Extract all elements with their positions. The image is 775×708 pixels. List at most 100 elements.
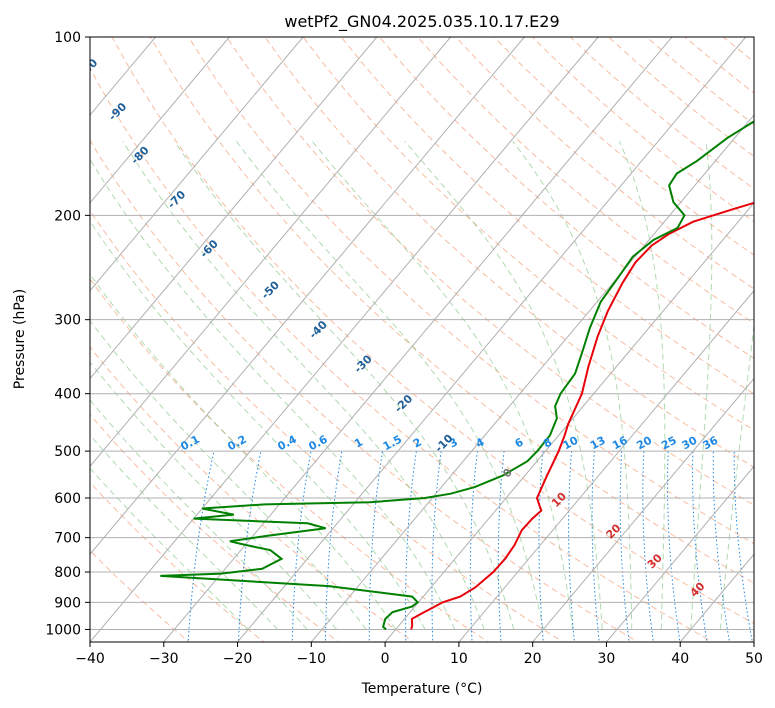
- isotherm-line: [237, 37, 747, 642]
- mixing-ratio-line: [469, 451, 478, 642]
- x-tick-label: 50: [745, 651, 763, 667]
- mixing-ratio-line: [692, 451, 708, 642]
- y-tick-label: 600: [54, 491, 81, 507]
- plot-background-lines: [0, 10, 775, 645]
- mixing-ratio-line: [568, 451, 575, 642]
- mixing-ratio-line: [619, 451, 630, 642]
- moist-adiabat-line: [173, 141, 515, 630]
- isotherm-line: [90, 37, 304, 292]
- dry-adiabat-label: -30: [352, 352, 375, 375]
- mixing-ratio-line: [497, 451, 505, 642]
- moist-adiabat-line: [122, 141, 485, 630]
- isotherm-line: [606, 465, 754, 642]
- dry-adiabat-label: -100: [72, 56, 101, 85]
- isotherm-line: [90, 37, 378, 380]
- dry-adiabat-label: -60: [198, 237, 221, 260]
- isotherm-line: [90, 37, 525, 555]
- dry-adiabat-line: [264, 37, 754, 468]
- plot-frame: [89, 36, 755, 643]
- isotherm-line: [0, 37, 8, 642]
- mixing-ratio-label: 1.5: [381, 433, 404, 454]
- isotherm-line: [90, 37, 230, 204]
- dry-adiabat-line: [531, 37, 754, 223]
- mixing-ratio-label: 1: [352, 435, 365, 450]
- moist-adiabat-line: [719, 321, 754, 630]
- chart-title: wetPf2_GN04.2025.035.10.17.E29: [284, 12, 559, 32]
- mixing-ratio-label: 0.6: [306, 433, 330, 454]
- x-tick-label: 40: [671, 651, 689, 667]
- mixing-ratio-label: 6: [513, 435, 526, 450]
- dry-adiabat-line: [684, 37, 754, 94]
- x-tick-label: 20: [524, 651, 542, 667]
- mixing-ratio-line: [187, 450, 215, 642]
- y-tick-label: 400: [54, 387, 81, 403]
- x-tick-label: −30: [149, 651, 179, 667]
- mixing-ratio-line: [538, 451, 544, 642]
- isotherm-line: [90, 37, 599, 642]
- y-axis-label: Pressure (hPa): [12, 289, 28, 389]
- dry-adiabat-line: [111, 37, 754, 625]
- mixing-ratio-label: 16: [610, 434, 630, 453]
- y-tick-label: 300: [54, 313, 81, 329]
- mixing-ratio-label: 25: [659, 434, 679, 453]
- dry-adiabat-line: [607, 37, 754, 158]
- dry-adiabat-line: [455, 37, 754, 290]
- isotherm-line: [163, 37, 673, 642]
- dry-adiabat-line: [90, 481, 265, 642]
- x-tick-label: 30: [598, 651, 616, 667]
- mixing-ratio-line: [405, 451, 417, 642]
- sounding-series: [160, 120, 754, 631]
- dry-adiabat-label: 30: [645, 551, 665, 571]
- moist-adiabat-line: [404, 140, 603, 630]
- dry-adiabat-line: [765, 10, 775, 645]
- sounding-profile-line: [160, 120, 754, 631]
- mixing-ratio-line: [291, 451, 312, 642]
- isotherm-line: [532, 377, 754, 642]
- dry-adiabat-line: [187, 37, 754, 545]
- sounding-profile-line: [410, 201, 754, 630]
- dry-adiabat-line: [722, 37, 754, 63]
- dry-adiabat-line: [90, 209, 565, 642]
- isotherm-line: [90, 37, 452, 468]
- mixing-ratio-label: 4: [474, 435, 487, 450]
- mixing-ratio-line: [431, 451, 442, 642]
- dry-adiabat-line: [90, 278, 490, 642]
- x-tick-label: 10: [450, 651, 468, 667]
- dry-adiabat-line: [90, 549, 190, 642]
- dry-adiabat-label: -40: [307, 318, 330, 341]
- x-tick-label: −20: [223, 651, 253, 667]
- moist-adiabat-line: [90, 467, 249, 630]
- x-tick-label: 0: [381, 651, 390, 667]
- dry-adiabat-line: [90, 413, 340, 642]
- dry-adiabat-line: [569, 37, 754, 190]
- mixing-ratio-line: [733, 451, 753, 642]
- x-axis-label: Temperature (°C): [361, 681, 483, 697]
- moist-adiabat-line: [90, 220, 426, 630]
- mixing-ratio-label: 10: [561, 434, 581, 453]
- moist-adiabat-line: [690, 141, 713, 630]
- isotherm-line: [384, 202, 754, 642]
- mixing-ratio-label: 13: [588, 434, 608, 453]
- dry-adiabat-line: [302, 37, 754, 431]
- moist-adiabat-line: [90, 273, 397, 630]
- dry-adiabat-line: [226, 37, 754, 506]
- dry-adiabat-label: 10: [549, 490, 569, 510]
- isotherm-line: [679, 553, 754, 642]
- mixing-ratio-label: 20: [634, 434, 654, 453]
- dry-adiabat-line: [378, 37, 754, 359]
- moist-adiabat-line: [311, 140, 574, 630]
- y-tick-label: 100: [54, 30, 81, 46]
- mixing-ratio-label: 0.2: [225, 433, 248, 454]
- moist-adiabat-line: [236, 140, 544, 630]
- y-tick-label: 200: [54, 208, 81, 224]
- dry-adiabat-label: -50: [259, 278, 282, 301]
- mixing-ratio-label: 36: [701, 434, 721, 453]
- y-tick-label: 900: [54, 595, 81, 611]
- mixing-ratio-label: 30: [680, 434, 700, 453]
- dry-adiabat-line: [149, 37, 754, 584]
- y-tick-label: 800: [54, 565, 81, 581]
- y-tick-label: 500: [54, 444, 81, 460]
- dry-adiabat-line: [728, 10, 775, 645]
- isotherm-line: [458, 289, 754, 642]
- isotherm-line: [753, 641, 754, 642]
